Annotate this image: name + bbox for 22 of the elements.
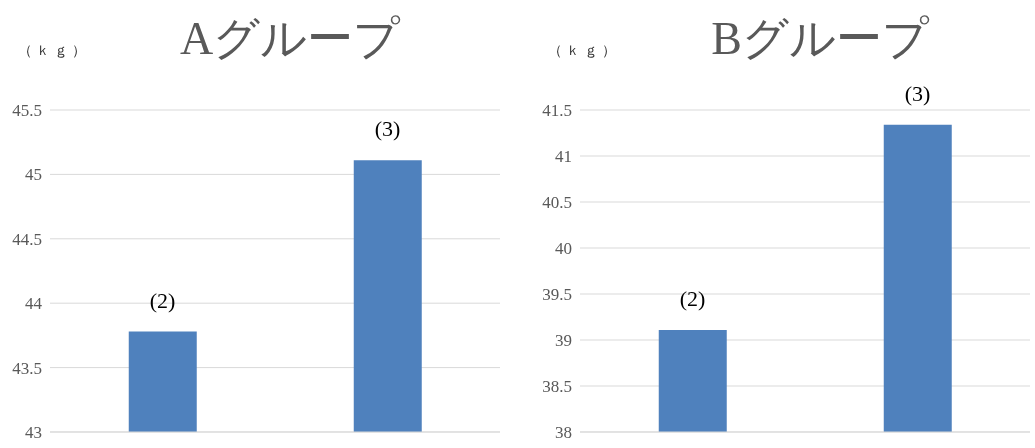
y-tick-label: 44.5 xyxy=(12,229,42,249)
y-tick-label: 41.5 xyxy=(542,101,572,121)
annotation: (3) xyxy=(374,116,401,142)
y-tick-label: 43.5 xyxy=(12,358,42,378)
chart-title: Bグループ xyxy=(711,13,929,64)
y-tick-label: 38 xyxy=(555,423,572,443)
y-tick-label: 45 xyxy=(25,165,42,185)
y-axis-title: （ｋｇ） xyxy=(548,42,620,60)
chart-title: Aグループ xyxy=(179,13,401,64)
y-tick-label: 40.5 xyxy=(542,193,572,213)
annotation: (2) xyxy=(149,287,176,313)
y-tick-label: 43 xyxy=(25,423,42,443)
y-tick-label: 45.5 xyxy=(12,101,42,121)
annotation: (2) xyxy=(679,285,706,311)
y-tick-label: 40 xyxy=(555,239,572,259)
y-tick-label: 41 xyxy=(555,147,572,167)
annotation: (3) xyxy=(904,80,931,106)
y-tick-label: 39.5 xyxy=(542,285,572,305)
y-tick-label: 38.5 xyxy=(542,377,572,397)
y-tick-label: 44 xyxy=(25,294,43,314)
y-axis-title: （ｋｇ） xyxy=(18,42,90,60)
y-tick-label: 39 xyxy=(555,331,572,351)
